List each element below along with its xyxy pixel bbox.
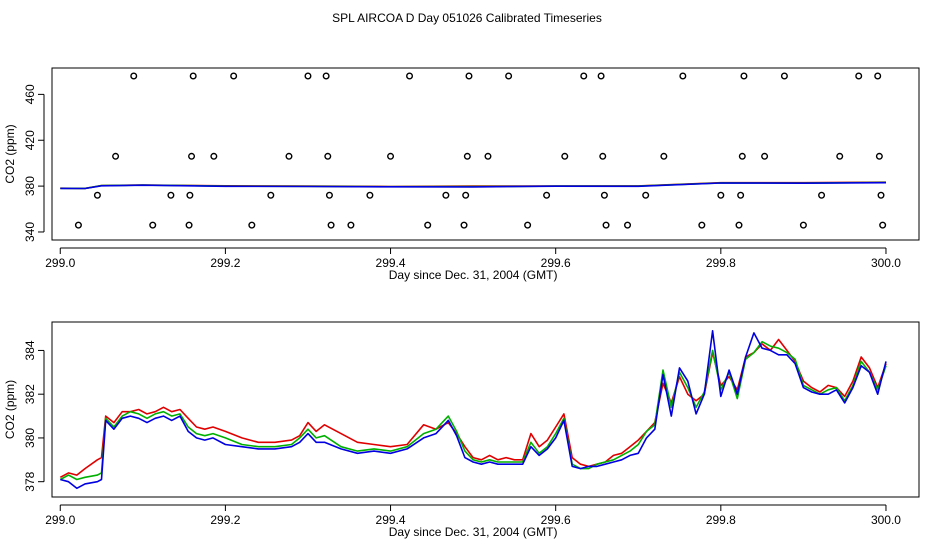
x-tick-label: 299.8 <box>706 513 736 527</box>
data-point-marker <box>855 72 863 80</box>
data-point-marker <box>74 221 82 229</box>
x-tick-label: 299.6 <box>541 513 571 527</box>
data-point-marker <box>149 221 157 229</box>
x-tick-label: 299.0 <box>45 256 75 270</box>
data-point-marker <box>874 72 882 80</box>
data-point-marker <box>130 72 138 80</box>
x-tick-label: 300.0 <box>871 256 901 270</box>
data-point-marker <box>463 152 471 160</box>
x-axis-label: Day since Dec. 31, 2004 (GMT) <box>389 525 558 539</box>
data-point-marker <box>267 191 275 199</box>
data-point-marker <box>185 221 193 229</box>
data-point-marker <box>460 221 468 229</box>
series-line-red <box>59 338 887 479</box>
data-point-marker <box>836 152 844 160</box>
data-point-marker <box>189 72 197 80</box>
data-point-marker <box>524 221 532 229</box>
data-point-marker <box>580 72 588 80</box>
x-tick-label: 299.6 <box>541 256 571 270</box>
data-point-marker <box>325 191 333 199</box>
data-point-marker <box>327 221 335 229</box>
x-tick-label: 300.0 <box>871 513 901 527</box>
data-point-marker <box>597 72 605 80</box>
x-tick-label: 299.8 <box>706 256 736 270</box>
data-point-marker <box>442 191 450 199</box>
data-point-marker <box>660 152 668 160</box>
data-point-marker <box>112 152 120 160</box>
plot-frame <box>51 67 920 241</box>
data-point-marker <box>248 221 256 229</box>
data-point-marker <box>304 72 312 80</box>
data-point-marker <box>735 221 743 229</box>
data-point-marker <box>285 152 293 160</box>
data-point-marker <box>602 221 610 229</box>
x-tick-label: 299.2 <box>210 513 240 527</box>
data-point-marker <box>600 191 608 199</box>
data-point-marker <box>624 221 632 229</box>
x-tick-label: 299.4 <box>376 256 406 270</box>
data-point-marker <box>698 221 706 229</box>
data-point-marker <box>167 191 175 199</box>
data-point-marker <box>406 72 414 80</box>
data-point-marker <box>543 191 551 199</box>
data-point-marker <box>818 191 826 199</box>
data-point-marker <box>366 191 374 199</box>
y-tick-label: 382 <box>23 384 37 404</box>
y-axis-label: CO2 (ppm) <box>3 380 17 439</box>
data-point-marker <box>599 152 607 160</box>
data-point-marker <box>465 72 473 80</box>
y-tick-label: 380 <box>23 428 37 448</box>
x-axis-label: Day since Dec. 31, 2004 (GMT) <box>389 268 558 282</box>
data-point-marker <box>875 152 883 160</box>
y-tick-label: 380 <box>23 176 37 196</box>
data-point-marker <box>484 152 492 160</box>
bottom-panel: 299.0 299.2 299.4 299.6 299.8 300.0 Day since … <box>3 321 920 539</box>
data-point-marker <box>679 72 687 80</box>
data-point-marker <box>347 221 355 229</box>
data-point-marker <box>717 191 725 199</box>
x-tick-label: 299.4 <box>376 513 406 527</box>
data-point-marker <box>877 191 885 199</box>
data-point-marker <box>761 152 769 160</box>
y-tick-label: 340 <box>23 222 37 242</box>
data-point-marker <box>738 152 746 160</box>
y-tick-label: 378 <box>23 471 37 491</box>
x-tick-label: 299.2 <box>210 256 240 270</box>
data-point-marker <box>324 152 332 160</box>
data-point-marker <box>505 72 513 80</box>
series-line-blue <box>60 329 887 490</box>
data-point-marker <box>799 221 807 229</box>
data-point-marker <box>462 191 470 199</box>
x-tick-label: 299.0 <box>45 513 75 527</box>
y-tick-label: 420 <box>23 130 37 150</box>
top-panel: 299.0 299.2 299.4 299.6 299.8 300.0 Day since … <box>3 67 920 282</box>
data-point-marker <box>387 152 395 160</box>
data-point-marker <box>740 72 748 80</box>
data-point-marker <box>424 221 432 229</box>
chart-title: SPL AIRCOA D Day 051026 Calibrated Times… <box>332 11 602 25</box>
data-point-marker <box>642 191 650 199</box>
plot-frame <box>51 321 920 498</box>
data-point-marker <box>186 191 194 199</box>
data-point-marker <box>188 152 196 160</box>
series-line-blue <box>60 181 887 190</box>
y-axis-label: CO2 (ppm) <box>3 124 17 183</box>
y-tick-label: 460 <box>23 84 37 104</box>
data-point-marker <box>230 72 238 80</box>
data-point-marker <box>322 72 330 80</box>
data-point-marker <box>780 72 788 80</box>
y-tick-label: 384 <box>23 340 37 360</box>
data-point-marker <box>210 152 218 160</box>
series-line-green <box>59 340 887 481</box>
data-point-marker <box>561 152 569 160</box>
data-point-marker <box>93 191 101 199</box>
data-point-marker <box>879 221 887 229</box>
data-point-marker <box>737 191 745 199</box>
